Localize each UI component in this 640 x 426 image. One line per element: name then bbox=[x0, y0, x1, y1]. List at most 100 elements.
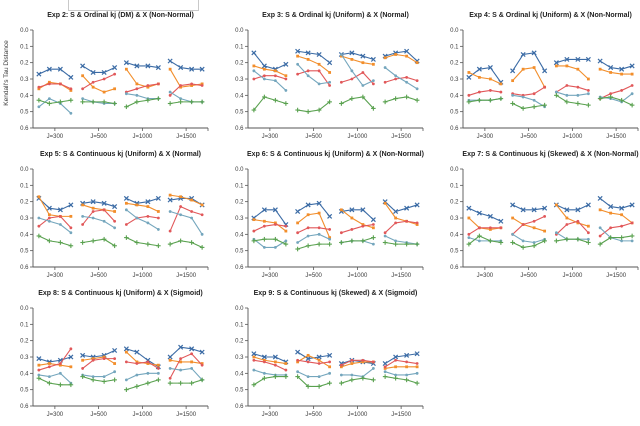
marker-square bbox=[306, 58, 310, 61]
marker-square bbox=[69, 365, 73, 369]
marker-square bbox=[609, 211, 613, 215]
marker-x bbox=[466, 205, 472, 211]
y-tick-label: 0.2 bbox=[20, 200, 29, 206]
y-tick-label: 0.6 bbox=[20, 126, 29, 132]
y-tick-label: 0.0 bbox=[450, 28, 459, 34]
marker-square bbox=[69, 89, 73, 92]
subplot-title: Exp 4: S & Ordinal kj (Uniform) & X (Non… bbox=[469, 12, 632, 19]
marker-circle bbox=[200, 84, 204, 87]
marker-x bbox=[564, 207, 570, 213]
marker-circle bbox=[69, 87, 73, 91]
marker-x bbox=[393, 208, 399, 214]
subplot: Exp 6: S & Continuous kj (Uniform) & X (… bbox=[235, 151, 424, 279]
marker-square bbox=[47, 362, 51, 365]
marker-circle bbox=[102, 208, 106, 212]
series-green bbox=[251, 235, 420, 252]
y-tick-label: 0.6 bbox=[450, 265, 459, 271]
marker-circle bbox=[521, 239, 525, 243]
marker-x bbox=[393, 354, 399, 360]
marker-circle bbox=[586, 89, 590, 92]
marker-circle bbox=[565, 84, 569, 87]
x-tick-label: J=1000 bbox=[347, 134, 368, 140]
series-blue bbox=[251, 199, 420, 228]
marker-circle bbox=[565, 223, 569, 226]
marker-circle bbox=[156, 228, 160, 231]
marker-square bbox=[350, 362, 354, 365]
marker-x bbox=[57, 357, 63, 363]
marker-x bbox=[251, 215, 257, 221]
marker-square bbox=[415, 223, 419, 226]
marker-x bbox=[370, 217, 376, 223]
y-tick-label: 0.4 bbox=[235, 232, 244, 238]
marker-circle bbox=[371, 79, 375, 83]
y-tick-label: 0.1 bbox=[235, 44, 244, 50]
marker-square bbox=[339, 365, 343, 369]
marker-circle bbox=[81, 223, 85, 226]
marker-circle bbox=[252, 229, 256, 233]
marker-square bbox=[339, 54, 343, 58]
legend-box bbox=[68, 0, 199, 11]
marker-x bbox=[327, 60, 333, 66]
y-tick-label: 0.2 bbox=[235, 61, 244, 67]
marker-x bbox=[199, 349, 205, 355]
x-tick-label: J=1500 bbox=[176, 273, 197, 279]
marker-x bbox=[404, 205, 410, 211]
subplot: Exp 5: S & Continuous kj (Uniform) & X (… bbox=[20, 151, 209, 279]
y-tick-label: 0.0 bbox=[20, 306, 29, 312]
marker-circle bbox=[296, 231, 300, 235]
subplot-title: Exp 8: S & Continuous kj (Uniform) & X (… bbox=[38, 290, 203, 297]
marker-circle bbox=[394, 74, 398, 78]
marker-square bbox=[37, 87, 41, 91]
marker-circle bbox=[394, 239, 398, 243]
subplot-title: Exp 7: S & Continuous kj (Skewed) & X (N… bbox=[462, 151, 638, 158]
subplot-title: Exp 6: S & Continuous kj (Uniform) & X (… bbox=[247, 151, 424, 158]
marker-square bbox=[532, 66, 536, 69]
marker-circle bbox=[339, 80, 343, 84]
marker-square bbox=[339, 208, 343, 212]
y-tick-label: 0.5 bbox=[235, 388, 244, 394]
series-orange bbox=[252, 353, 419, 370]
y-tick-label: 0.5 bbox=[450, 110, 459, 116]
marker-circle bbox=[361, 84, 365, 87]
marker-circle bbox=[146, 221, 150, 225]
marker-circle bbox=[317, 232, 321, 236]
marker-square bbox=[146, 362, 150, 365]
marker-circle bbox=[296, 370, 300, 374]
marker-square bbox=[328, 365, 332, 369]
marker-circle bbox=[328, 228, 332, 231]
marker-circle bbox=[586, 231, 590, 235]
marker-circle bbox=[296, 72, 300, 76]
marker-x bbox=[68, 202, 74, 208]
marker-circle bbox=[179, 357, 183, 361]
marker-circle bbox=[168, 367, 172, 370]
marker-circle bbox=[328, 371, 332, 375]
subplot-title: Exp 9: S & Continuous kj (Skewed) & X (S… bbox=[254, 290, 418, 297]
y-tick-label: 0.2 bbox=[235, 339, 244, 345]
marker-x bbox=[414, 202, 420, 208]
series-orange bbox=[37, 67, 204, 94]
marker-x bbox=[112, 347, 118, 353]
series-green bbox=[36, 96, 205, 110]
marker-x bbox=[466, 74, 472, 80]
marker-square bbox=[586, 224, 590, 228]
marker-circle bbox=[69, 111, 73, 115]
subplot: Exp 9: S & Continuous kj (Skewed) & X (S… bbox=[235, 290, 424, 418]
marker-circle bbox=[565, 93, 569, 97]
marker-circle bbox=[532, 241, 536, 244]
x-tick-label: J=1500 bbox=[176, 412, 197, 418]
marker-circle bbox=[405, 360, 409, 364]
x-tick-label: J=300 bbox=[477, 273, 494, 279]
marker-circle bbox=[156, 82, 160, 86]
marker-circle bbox=[339, 373, 343, 377]
marker-circle bbox=[135, 87, 139, 91]
marker-circle bbox=[394, 373, 398, 377]
marker-x bbox=[155, 195, 161, 201]
marker-x bbox=[272, 207, 278, 213]
y-tick-label: 0.3 bbox=[450, 77, 459, 83]
y-tick-label: 0.3 bbox=[235, 355, 244, 361]
marker-square bbox=[47, 80, 51, 84]
y-tick-label: 0.5 bbox=[20, 110, 29, 116]
marker-x bbox=[608, 204, 614, 210]
series-blue bbox=[466, 50, 635, 85]
y-tick-label: 0.5 bbox=[20, 249, 29, 255]
